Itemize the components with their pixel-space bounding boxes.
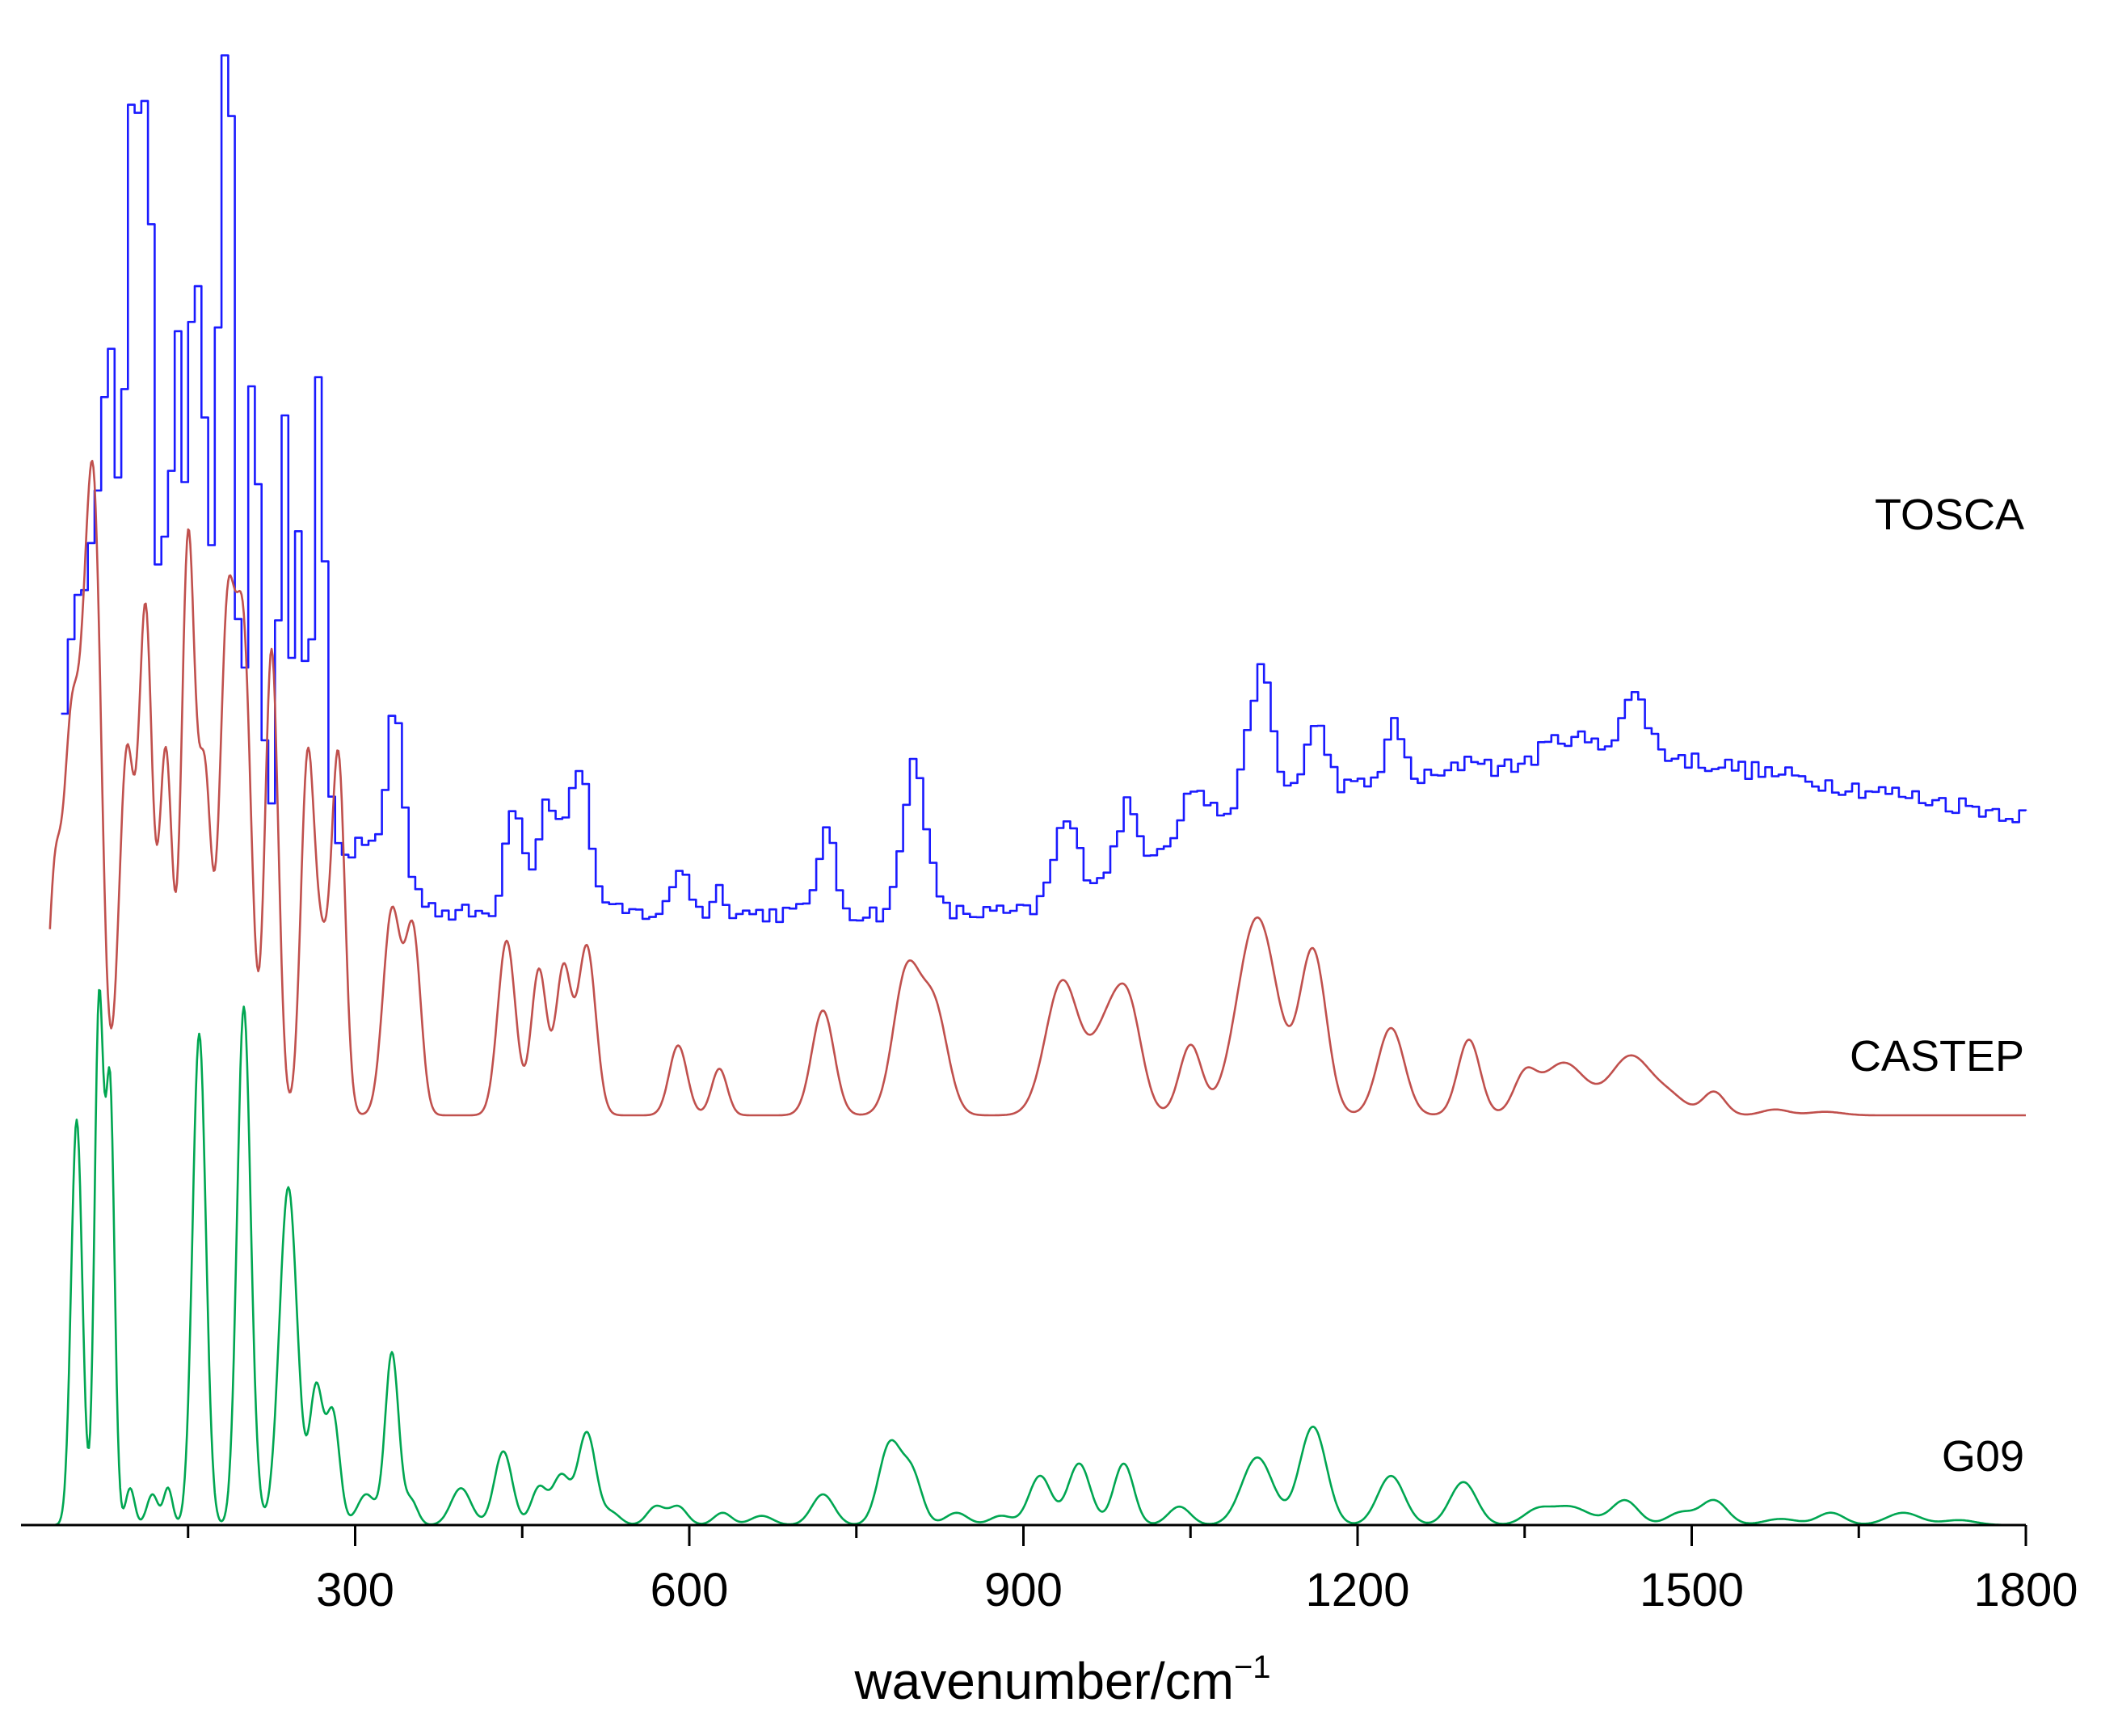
x-tick-label: 1800 xyxy=(1973,1564,2078,1616)
x-tick-label: 300 xyxy=(316,1564,394,1616)
series-line-castep xyxy=(48,460,2026,1117)
x-tick-label: 1500 xyxy=(1640,1564,1744,1616)
traces-group xyxy=(48,54,2027,1527)
x-axis-title: wavenumber/cm−1 xyxy=(853,1650,1270,1710)
series-line-g09 xyxy=(49,988,2026,1527)
series-labels-group: TOSCA CASTEP G09 xyxy=(1850,491,2024,1481)
series-label-tosca: TOSCA xyxy=(1875,491,2024,539)
x-tick-label: 1200 xyxy=(1305,1564,1409,1616)
series-label-castep: CASTEP xyxy=(1850,1032,2024,1081)
x-axis-title-superscript: −1 xyxy=(1234,1650,1271,1685)
series-label-g09: G09 xyxy=(1942,1432,2024,1481)
x-tick-label: 900 xyxy=(984,1564,1063,1616)
series-line-tosca xyxy=(61,54,2027,924)
x-axis-title-text: wavenumber/cm xyxy=(853,1652,1234,1710)
x-tick-label: 600 xyxy=(651,1564,729,1616)
x-axis-ticks: 300 600 900 1200 1500 1800 xyxy=(187,1525,2078,1616)
